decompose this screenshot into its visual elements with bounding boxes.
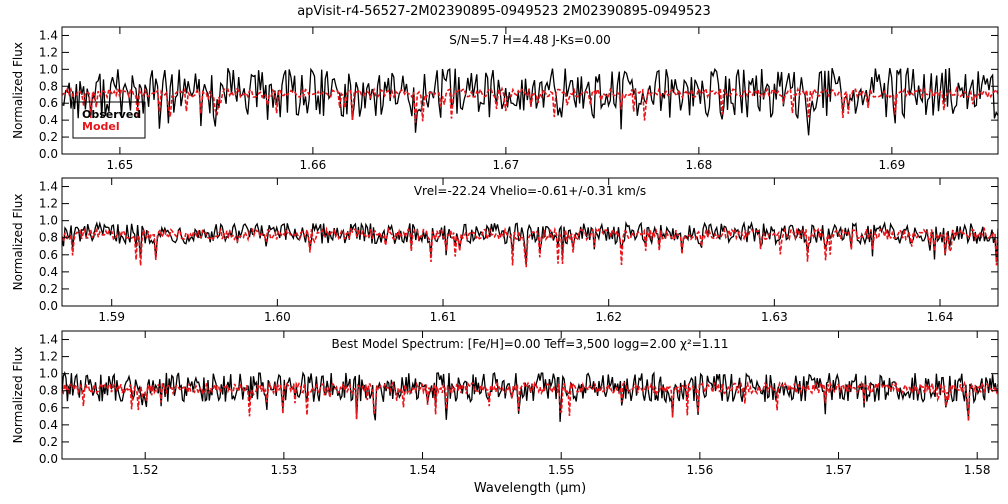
y-tick-label: 0.6 [39, 96, 58, 110]
y-axis-label: Normalized Flux [11, 42, 25, 139]
observed-spectrum-line [62, 220, 998, 266]
y-tick-label: 0.8 [39, 231, 58, 245]
y-tick-label: 1.2 [39, 45, 58, 59]
x-tick-label: 1.58 [964, 463, 991, 477]
y-tick-label: 0.2 [39, 282, 58, 296]
legend-entry-observed: Observed [82, 108, 141, 121]
y-tick-label: 0.2 [39, 435, 58, 449]
x-tick-label: 1.67 [493, 158, 520, 172]
y-tick-label: 1.4 [39, 333, 58, 347]
x-tick-label: 1.66 [300, 158, 327, 172]
spectrum-panel-1: 1.65 1.66 1.67 1.68 1.69 0.0 0.2 0.4 0.6 0.8 1.0 1.… [11, 26, 999, 172]
y-tick-label: 0.8 [39, 384, 58, 398]
y-tick-label: 0.4 [39, 113, 58, 127]
y-tick-label: 1.4 [39, 28, 58, 42]
legend-entry-model: Model [82, 120, 120, 133]
spectrum-panel-3: 1.52 1.53 1.54 1.55 1.56 1.57 1.58 0.0 0.2 0.4 0.6… [11, 330, 999, 496]
x-tick-label: 1.60 [264, 310, 291, 324]
plot-frame [61, 330, 999, 460]
x-tick-label: 1.55 [548, 463, 575, 477]
y-tick-label: 0.4 [39, 418, 58, 432]
plot-frame [61, 177, 999, 307]
x-tick-label: 1.61 [430, 310, 457, 324]
x-tick-label: 1.63 [761, 310, 788, 324]
y-tick-label: 1.2 [39, 350, 58, 364]
model-spectrum-line [62, 380, 998, 422]
x-tick-label: 1.64 [927, 310, 954, 324]
model-spectrum-line [62, 86, 998, 123]
figure-title: apVisit-r4-56527-2M02390895-0949523 2M02… [297, 4, 711, 19]
legend-box [72, 101, 146, 139]
y-tick-label: 1.4 [39, 180, 58, 194]
x-tick-label: 1.68 [686, 158, 713, 172]
y-tick-label: 0.6 [39, 401, 58, 415]
x-tick-label: 1.56 [687, 463, 714, 477]
y-axis-label: Normalized Flux [11, 347, 25, 444]
x-axis-label: Wavelength (μm) [474, 481, 586, 496]
panel-annotation: Vrel=-22.24 Vhelio=-0.61+/-0.31 km/s [414, 184, 646, 198]
x-tick-label: 1.57 [825, 463, 852, 477]
panel-annotation: Best Model Spectrum: [Fe/H]=0.00 Teff=3,… [331, 337, 728, 351]
y-tick-label: 0.2 [39, 130, 58, 144]
y-tick-label: 0.6 [39, 248, 58, 262]
x-tick-label: 1.54 [409, 463, 436, 477]
x-tick-label: 1.62 [595, 310, 622, 324]
observed-spectrum-line [62, 371, 998, 422]
y-tick-label: 0.0 [39, 452, 58, 466]
y-tick-label: 0.0 [39, 299, 58, 313]
y-tick-label: 0.4 [39, 265, 58, 279]
x-tick-label: 1.52 [132, 463, 159, 477]
x-tick-label: 1.53 [271, 463, 298, 477]
y-tick-label: 0.0 [39, 147, 58, 161]
x-tick-label: 1.69 [878, 158, 905, 172]
plot-frame [61, 26, 999, 155]
y-tick-label: 1.0 [39, 62, 58, 76]
y-tick-label: 1.0 [39, 214, 58, 228]
y-axis-label: Normalized Flux [11, 194, 25, 291]
y-tick-label: 1.0 [39, 367, 58, 381]
y-tick-label: 1.2 [39, 197, 58, 211]
spectrum-panel-2: 1.59 1.60 1.61 1.62 1.63 1.64 0.0 0.2 0.4 0.6 0.8 1… [11, 177, 999, 324]
panel-annotation: S/N=5.7 H=4.48 J-Ks=0.00 [449, 33, 611, 47]
x-tick-label: 1.65 [107, 158, 134, 172]
y-tick-label: 0.8 [39, 79, 58, 93]
x-tick-label: 1.59 [98, 310, 125, 324]
model-spectrum-line [62, 226, 998, 268]
